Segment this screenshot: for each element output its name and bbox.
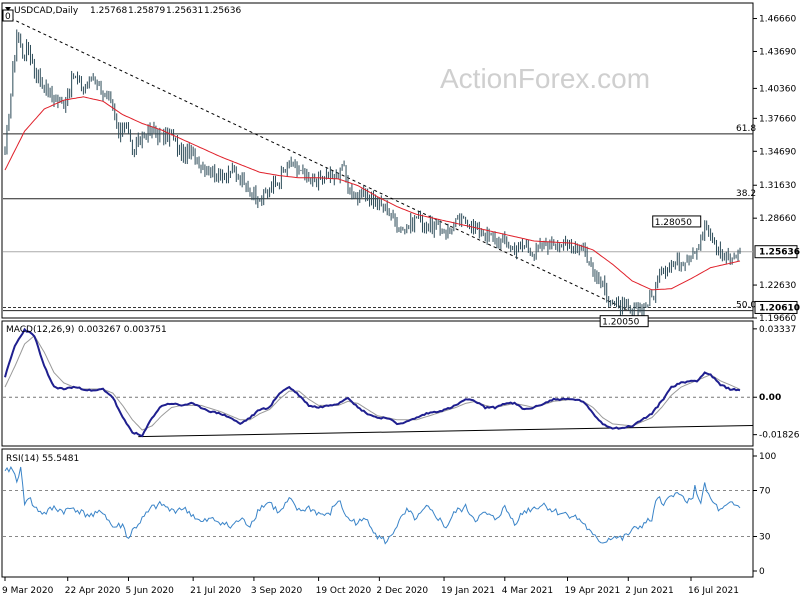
x-tick-label: 3 Sep 2020 [251,586,303,596]
fib-label-38-2: 38.2 [736,189,756,199]
price-header: USDCAD,Daily 1.25768 1.25879 1.25631 1.2… [5,6,241,16]
price-tick-label: 1.31630 [759,181,796,191]
price-tick-label: 1.28660 [759,214,796,224]
macd-tick-label: 0.03337 [759,325,796,335]
x-tick-label: 19 Apr 2021 [565,586,621,596]
support-level-box [754,300,798,314]
price-tick-label: 1.40360 [759,84,796,94]
x-tick-label: 21 Jul 2020 [190,586,241,596]
ohlc-high: 1.25879 [128,6,165,16]
price-layer: 61.8 38.2 50.0 1.28050 1.20050 0 [2,9,756,328]
annotation-box [652,215,702,228]
x-tick-label: 9 Mar 2020 [2,586,54,596]
macd-line [4,327,741,438]
collapse-arrow-icon[interactable] [5,7,11,11]
macd-tick-label: 0.00 [759,393,781,403]
rsi-tick-label: 70 [759,487,771,497]
macd-layer [3,327,754,438]
x-tick-label: 2 Dec 2020 [376,586,428,596]
rsi-layer [3,465,753,545]
watermark: ActionForex.com [440,63,650,94]
rsi-title: RSI(14) 55.5481 [6,454,79,464]
x-tick-label: 19 Oct 2020 [316,586,372,596]
macd-title: MACD(12,26,9) [6,325,74,335]
x-tick-label: 5 Jun 2020 [125,586,174,596]
rsi-panel [1,448,754,578]
current-price-box [754,245,798,259]
x-tick-label: 2 Jun 2021 [625,586,673,596]
annotation-label: 1.20050 [602,318,639,328]
ohlc-low: 1.25631 [166,6,203,16]
fib-label-61-8: 61.8 [736,124,756,134]
price-panel [1,2,754,319]
price-bars [4,29,741,319]
rsi-tick-label: 30 [759,533,771,543]
x-tick-label: 16 Jul 2021 [688,586,739,596]
annotation-box [599,315,649,328]
x-tick-label: 22 Apr 2020 [65,586,121,596]
annotation-label: 1.28050 [655,218,692,228]
rsi-tick-label: 0 [759,567,765,577]
fib-label-50-0: 50.0 [736,301,756,311]
support-level-label: 1.20610 [759,303,800,313]
macd-signal-line [4,335,741,431]
rsi-header: RSI(14) 55.5481 [6,454,79,464]
macd-trendline [138,425,754,438]
ohlc-open: 1.25768 [90,6,127,16]
axis-layer: 1.46660 1.43690 1.40360 1.37660 1.34690 1.316… [2,15,800,596]
price-tick-label: 1.46660 [759,15,796,25]
macd-tick-label: -0.018262 [759,431,800,441]
x-tick-label: 19 Jan 2021 [441,586,495,596]
macd-values: 0.003267 0.003751 [78,325,167,335]
price-tick-label: 1.37660 [759,114,796,124]
current-price-label: 1.25636 [759,248,800,258]
price-tick-label: 1.34690 [759,147,796,157]
rsi-tick-label: 100 [759,452,776,462]
price-tick-label: 1.43690 [759,47,796,57]
ohlc-close: 1.25636 [204,6,241,16]
price-tick-label: 1.19660 [759,314,796,324]
x-tick-label: 4 Mar 2021 [502,586,553,596]
macd-header: MACD(12,26,9) 0.003267 0.003751 [6,325,167,335]
annotation-label: 0 [5,12,11,22]
rsi-line [4,465,741,545]
moving-average-line [4,96,741,291]
symbol-title: USDCAD,Daily [14,6,79,16]
price-tick-label: 1.22630 [759,281,796,291]
